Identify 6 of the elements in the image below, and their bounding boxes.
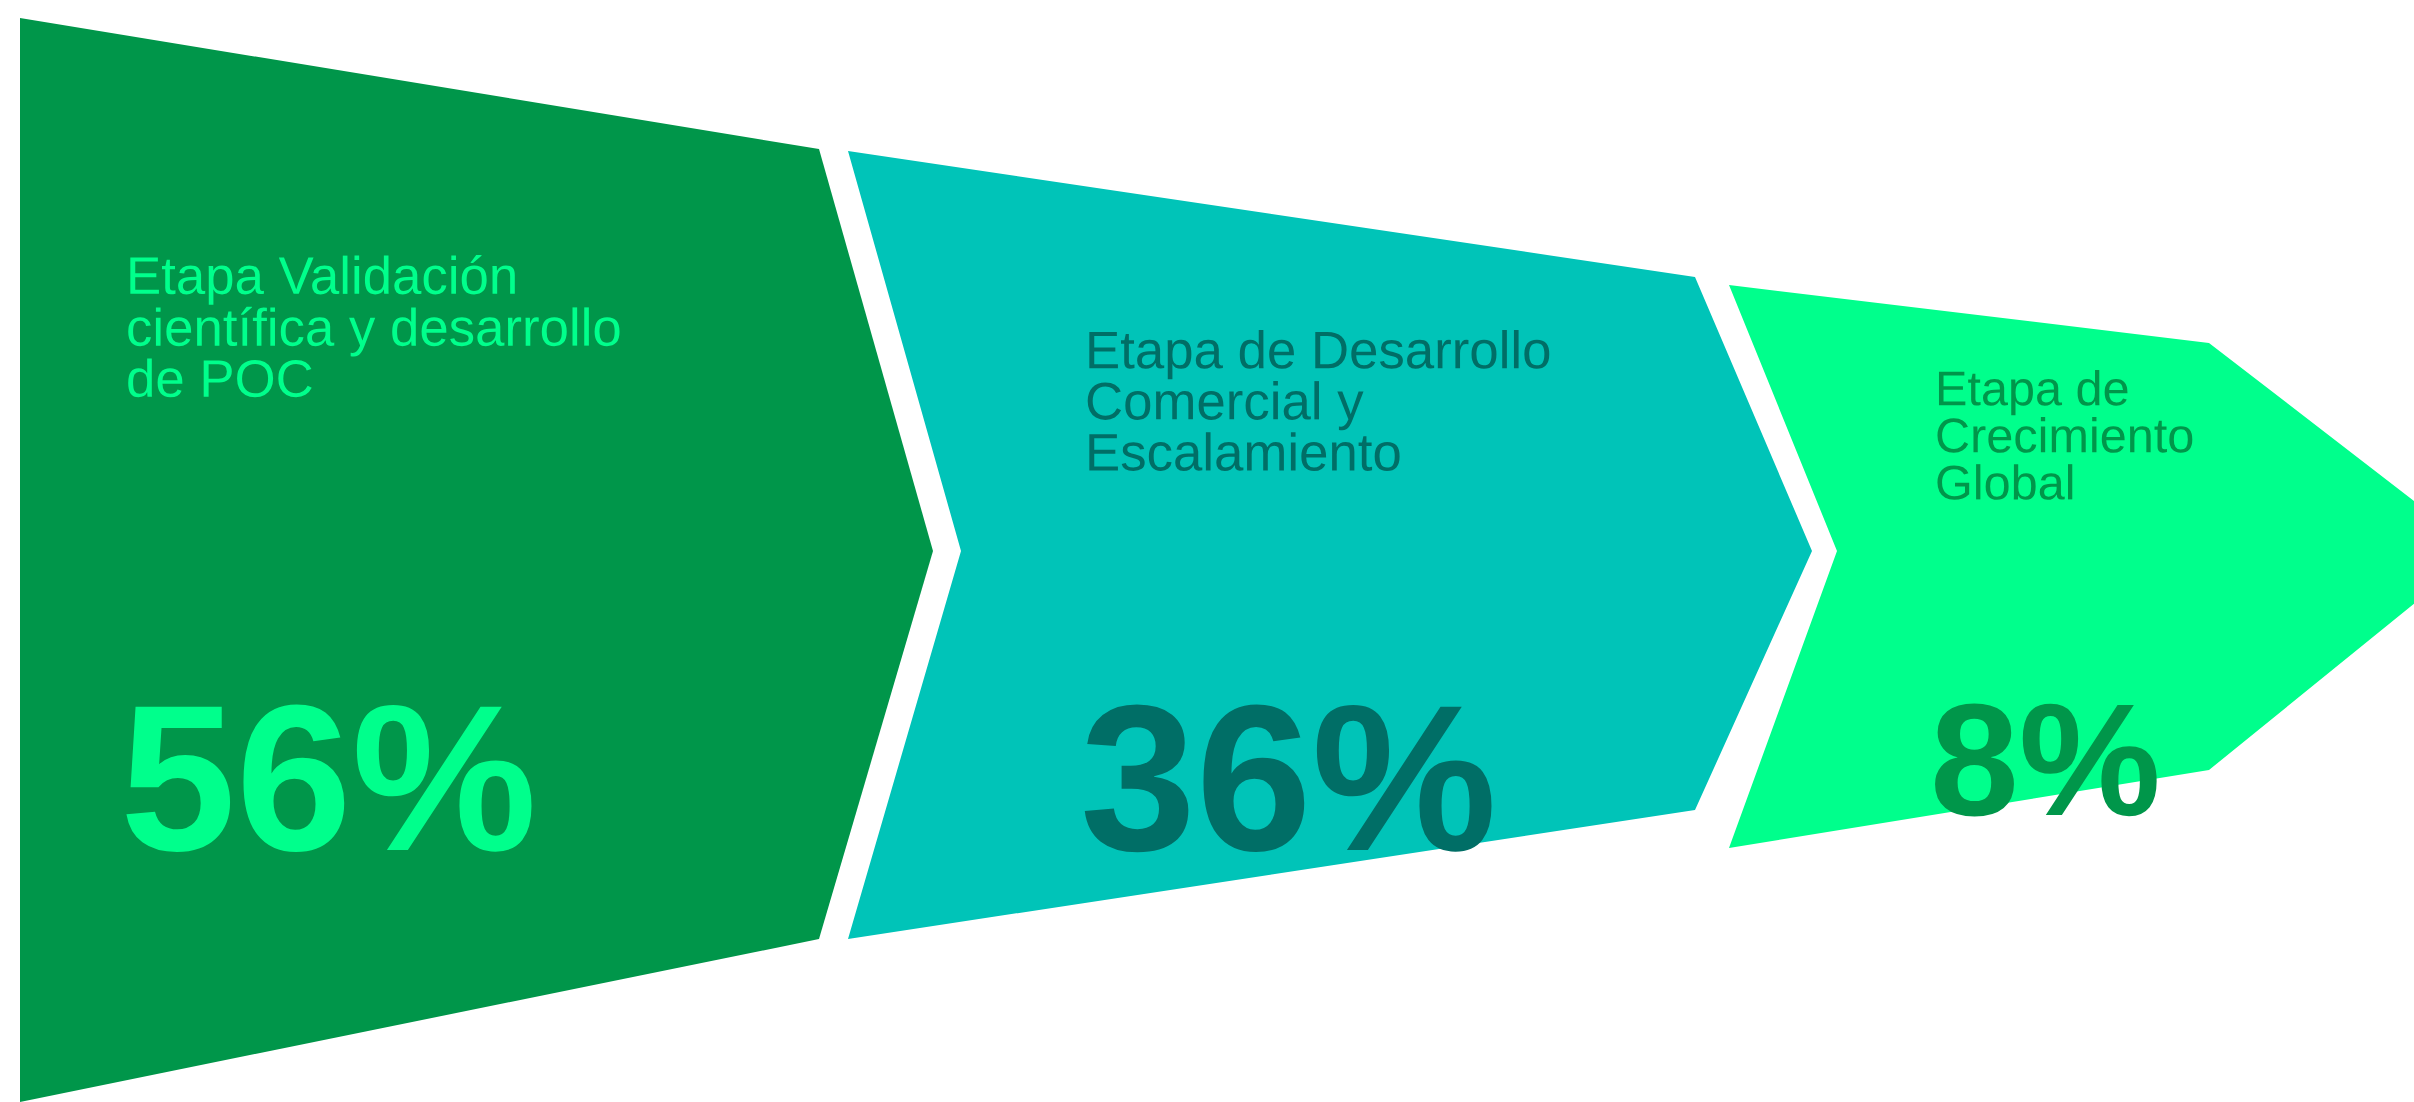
data-label: 36%: [1084, 704, 1492, 853]
data-label: 8%: [1935, 703, 2157, 817]
data-label: 56%: [126, 704, 532, 853]
category-label: Etapa de Crecimiento Global: [1937, 370, 2193, 500]
category-label: Etapa Validación científica y desarrollo de POC: [128, 255, 620, 398]
category-label: Etapa de Desarrollo Comercial y Escalamiento: [1087, 330, 1550, 471]
